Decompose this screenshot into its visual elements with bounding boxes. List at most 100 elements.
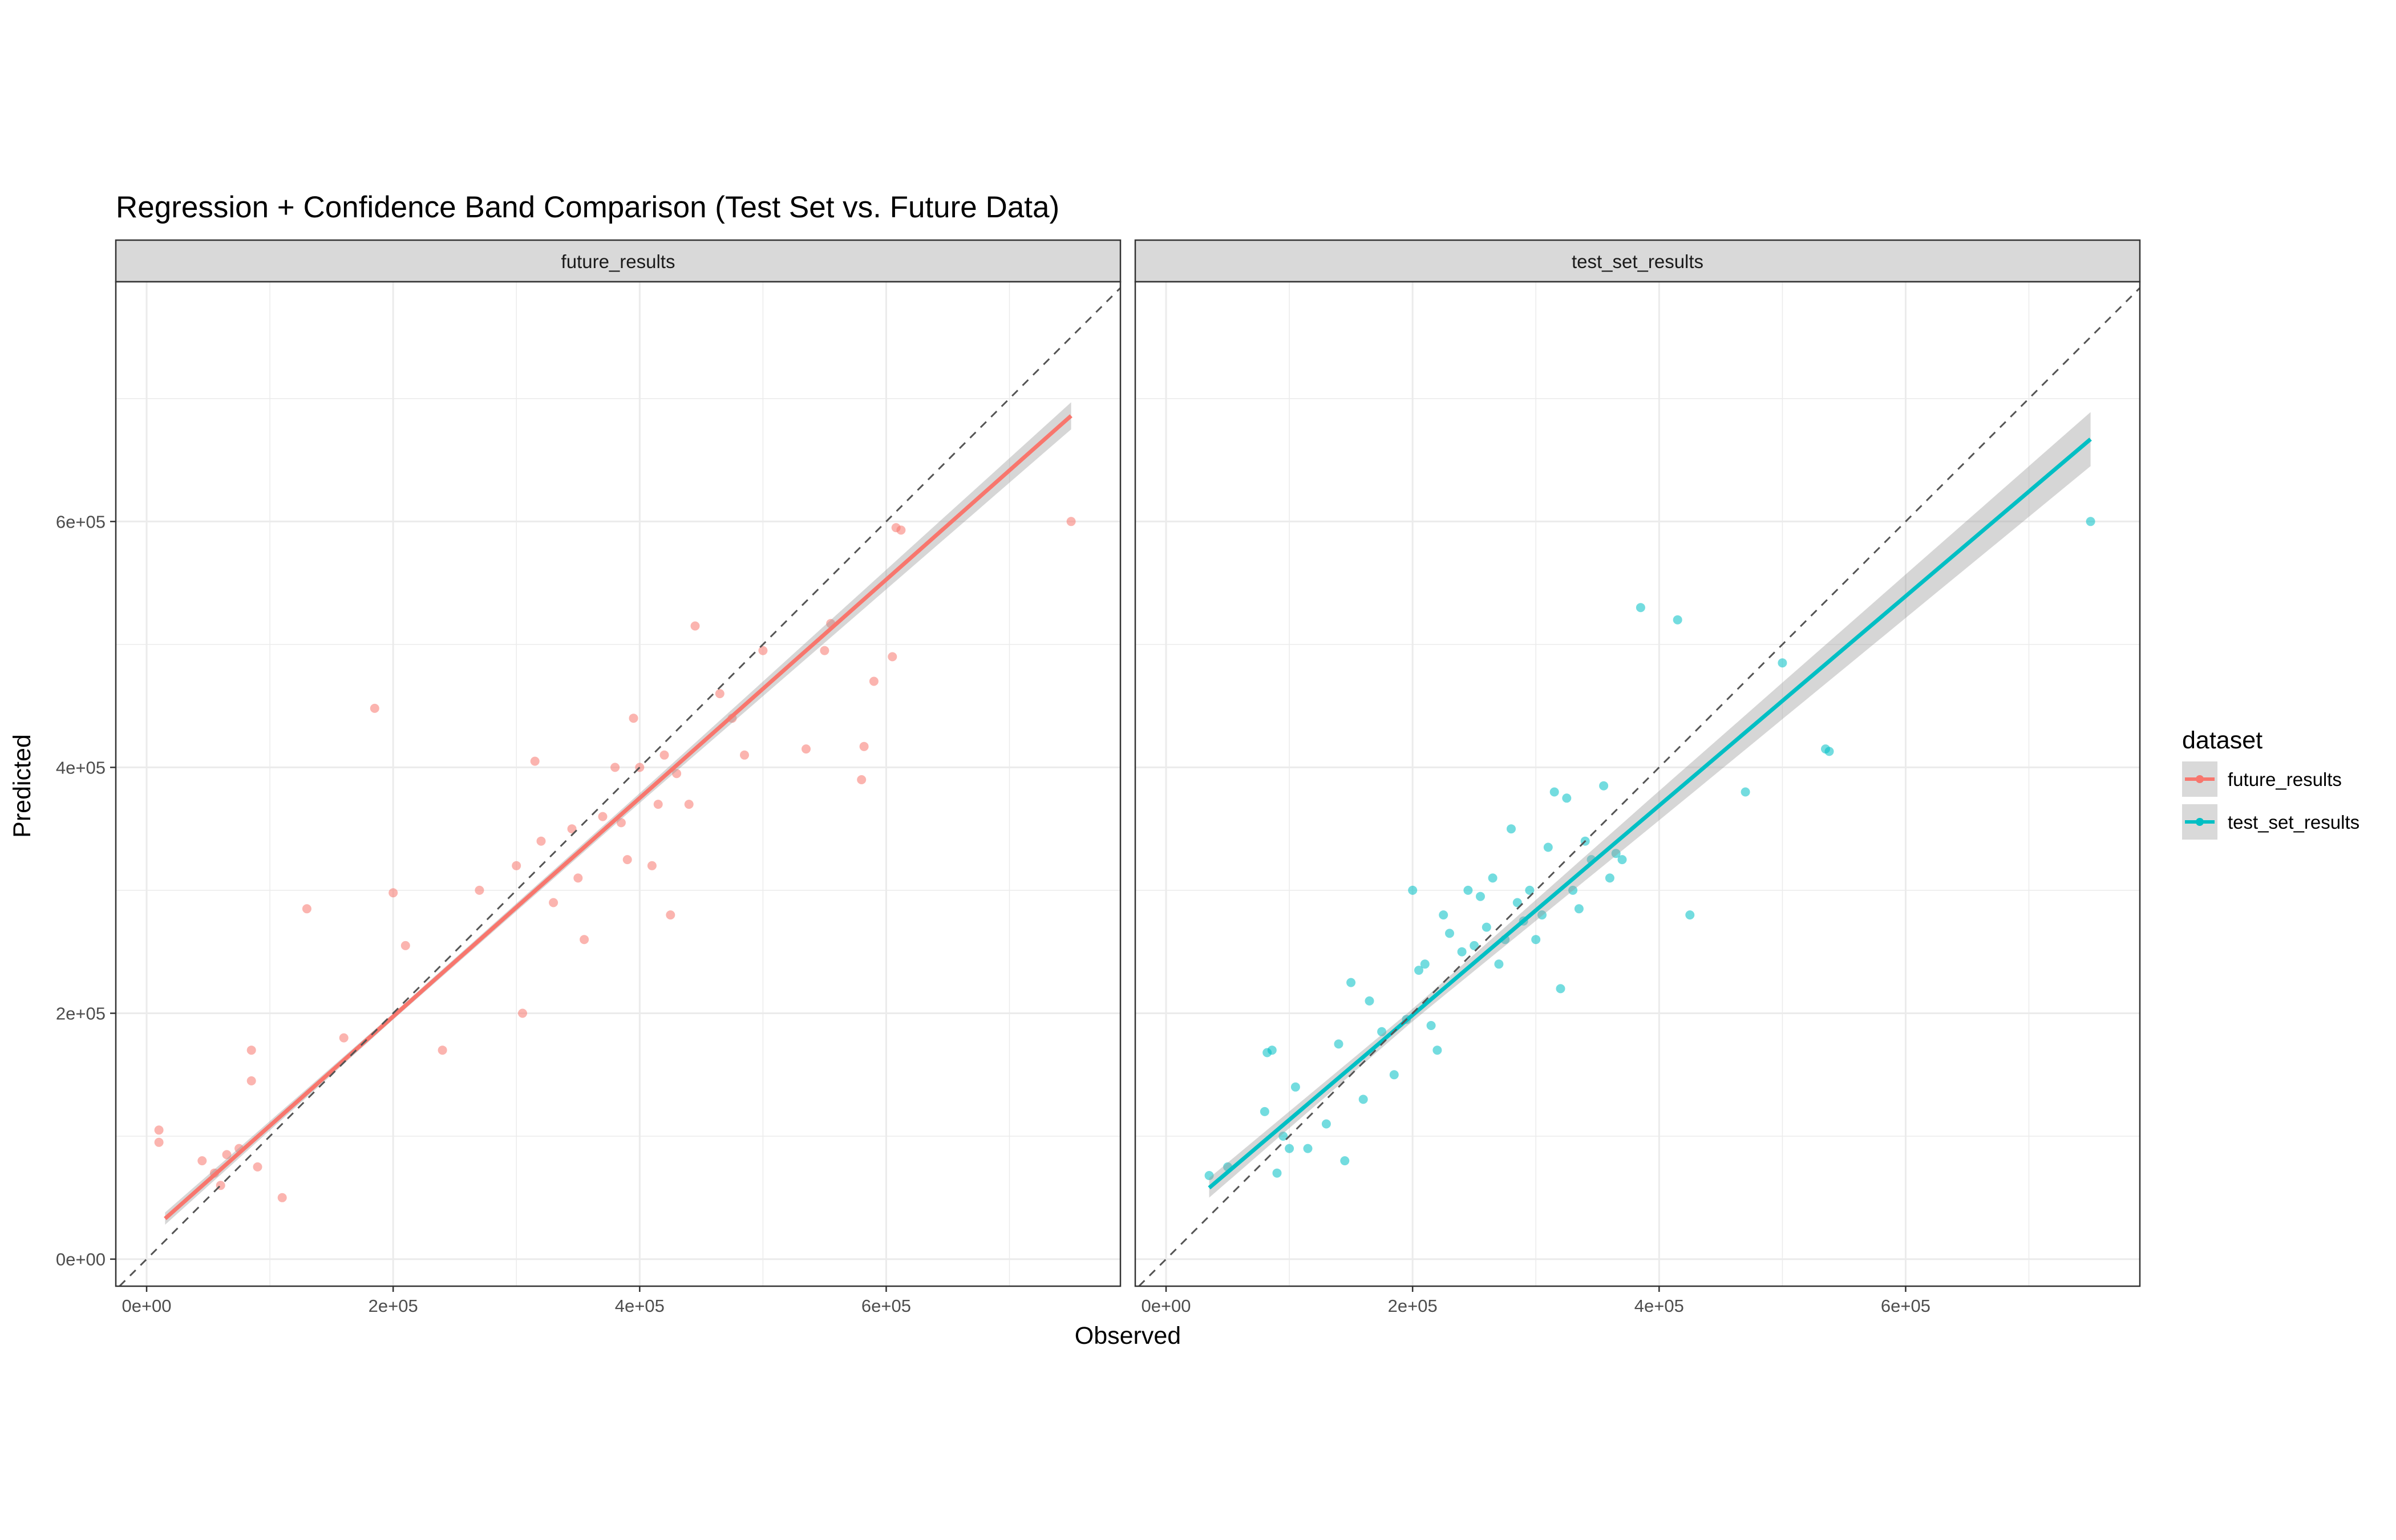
strip-label-test-set-results: test_set_results	[1572, 251, 1703, 272]
data-point-test	[1346, 978, 1356, 987]
x-tick-label: 6e+05	[1881, 1296, 1930, 1316]
legend: dataset future_results test_set_results	[2182, 727, 2359, 840]
data-point-future	[629, 714, 638, 723]
data-point-test	[1414, 966, 1423, 975]
data-point-test	[1525, 885, 1535, 895]
data-point-test	[1377, 1027, 1387, 1036]
legend-label-test-set-results: test_set_results	[2228, 812, 2359, 833]
x-tick-label: 2e+05	[1388, 1296, 1438, 1316]
y-tick-label: 0e+00	[56, 1250, 106, 1270]
data-point-test	[1303, 1144, 1313, 1153]
x-tick-label: 0e+00	[122, 1296, 171, 1316]
data-point-test	[1531, 935, 1541, 945]
data-point-test	[1426, 1021, 1436, 1030]
data-point-future	[518, 1008, 527, 1018]
data-point-future	[666, 910, 675, 920]
data-point-test	[1365, 996, 1374, 1006]
x-tick-label: 6e+05	[861, 1296, 911, 1316]
data-point-future	[246, 1045, 256, 1055]
data-point-future	[684, 800, 694, 809]
legend-point-test-set-results	[2196, 818, 2204, 826]
data-point-test	[1537, 910, 1547, 920]
data-point-future	[536, 836, 546, 846]
data-point-test	[1562, 793, 1572, 803]
data-point-future	[400, 941, 410, 950]
data-point-test	[1741, 787, 1750, 797]
y-axis-label: Predicted	[9, 734, 36, 838]
data-point-future	[820, 646, 829, 655]
data-point-test	[1507, 824, 1516, 834]
data-point-test	[1463, 885, 1473, 895]
data-point-test	[1290, 1082, 1300, 1092]
data-point-future	[610, 763, 620, 772]
data-point-future	[888, 652, 897, 662]
data-point-future	[740, 750, 749, 760]
data-point-future	[222, 1150, 232, 1160]
x-tick-label: 2e+05	[369, 1296, 418, 1316]
data-point-future	[197, 1156, 207, 1166]
data-point-future	[530, 756, 540, 766]
identity-line-test	[1138, 287, 2141, 1287]
x-tick-label: 0e+00	[1141, 1296, 1191, 1316]
data-point-future	[690, 621, 700, 631]
data-point-future	[1066, 517, 1076, 526]
panel-test-set-results: test_set_results	[1134, 239, 2141, 1287]
data-point-future	[302, 904, 311, 914]
data-point-future	[758, 646, 768, 655]
data-point-test	[1389, 1070, 1399, 1080]
legend-point-future-results	[2196, 775, 2204, 783]
panel-border-test	[1134, 281, 2141, 1287]
data-point-test	[1272, 1168, 1282, 1178]
data-point-test	[1574, 904, 1584, 914]
data-point-future	[715, 689, 725, 699]
y-axis: 0e+00 2e+05 4e+05 6e+05	[56, 512, 116, 1270]
panel-background-test	[1135, 282, 2140, 1286]
plot-area-future-results	[115, 281, 1122, 1287]
data-point-test	[1549, 787, 1559, 797]
data-point-future	[857, 775, 867, 784]
data-point-test	[1260, 1107, 1269, 1116]
data-point-test	[1285, 1144, 1294, 1153]
data-point-test	[1673, 615, 1682, 625]
data-point-future	[253, 1162, 262, 1172]
regression-line-test	[1208, 437, 2092, 1190]
data-point-test	[1439, 910, 1448, 920]
data-point-test	[1512, 898, 1522, 907]
data-point-test	[1476, 891, 1485, 901]
data-point-test	[1605, 873, 1614, 883]
y-tick-label: 6e+05	[56, 512, 106, 532]
data-point-future	[622, 855, 632, 865]
x-tick-label: 4e+05	[1634, 1296, 1684, 1316]
data-point-test	[1204, 1171, 1214, 1180]
x-tick-label: 4e+05	[615, 1296, 665, 1316]
data-point-test	[1488, 873, 1498, 883]
panel-background-future	[116, 282, 1120, 1286]
data-point-future	[370, 703, 379, 713]
data-point-future	[802, 744, 811, 754]
data-point-test	[1457, 947, 1467, 957]
data-point-future	[388, 888, 398, 898]
data-point-future	[598, 812, 608, 821]
data-point-future	[580, 935, 589, 945]
legend-item-test-set-results: test_set_results	[2182, 804, 2359, 840]
data-point-test	[1334, 1039, 1343, 1049]
data-point-future	[549, 898, 558, 907]
data-point-test	[1556, 984, 1565, 994]
strip-test-set-results	[1134, 239, 2141, 283]
data-point-future	[616, 818, 626, 828]
data-point-test	[2086, 517, 2095, 526]
data-point-test	[1358, 1095, 1368, 1104]
data-point-future	[896, 525, 906, 535]
panel-future-results: future_results	[115, 239, 1122, 1287]
data-point-test	[1636, 603, 1645, 613]
x-axis-label: Observed	[1075, 1322, 1181, 1349]
data-point-future	[672, 769, 682, 779]
data-point-future	[869, 676, 879, 686]
data-point-future	[659, 750, 669, 760]
y-tick-label: 2e+05	[56, 1003, 106, 1023]
data-point-future	[154, 1125, 164, 1135]
data-point-test	[1778, 658, 1787, 668]
strip-future-results	[115, 239, 1122, 283]
y-tick-label: 4e+05	[56, 757, 106, 777]
